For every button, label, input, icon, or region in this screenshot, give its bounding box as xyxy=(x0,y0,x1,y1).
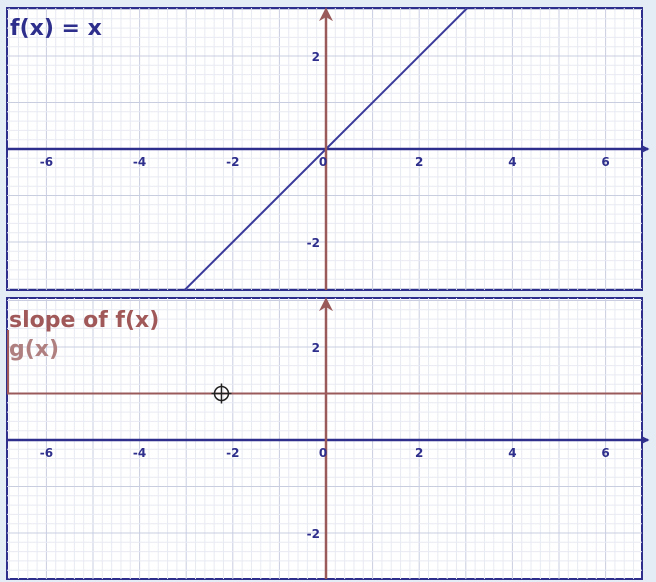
bottom-panel-title: slope of f(x) xyxy=(9,308,159,333)
x-tick-label: -2 xyxy=(226,155,239,169)
x-tick-label: 6 xyxy=(601,446,609,460)
x-tick-label: 2 xyxy=(415,446,423,460)
x-tick-label: 4 xyxy=(508,446,516,460)
x-tick-label: 0 xyxy=(319,446,327,460)
top-panel-title: f(x) = x xyxy=(10,16,102,41)
x-tick-label: -4 xyxy=(133,446,146,460)
x-tick-label: -6 xyxy=(40,155,53,169)
y-tick-label: 2 xyxy=(312,341,320,355)
x-tick-label: 6 xyxy=(601,155,609,169)
x-tick-label: 0 xyxy=(319,155,327,169)
x-tick-label: -4 xyxy=(133,155,146,169)
y-tick-label: -2 xyxy=(307,236,320,250)
x-tick-label: -2 xyxy=(226,446,239,460)
bottom-panel: -6 -4 -2 0 2 4 6 2 -2 slope of f(x) g(x) xyxy=(0,298,652,579)
x-tick-label: 2 xyxy=(415,155,423,169)
y-tick-label: -2 xyxy=(307,527,320,541)
x-tick-label: -6 xyxy=(40,446,53,460)
bottom-panel-subtitle: g(x) xyxy=(9,337,59,362)
x-tick-label: 4 xyxy=(508,155,516,169)
y-tick-label: 2 xyxy=(312,50,320,64)
